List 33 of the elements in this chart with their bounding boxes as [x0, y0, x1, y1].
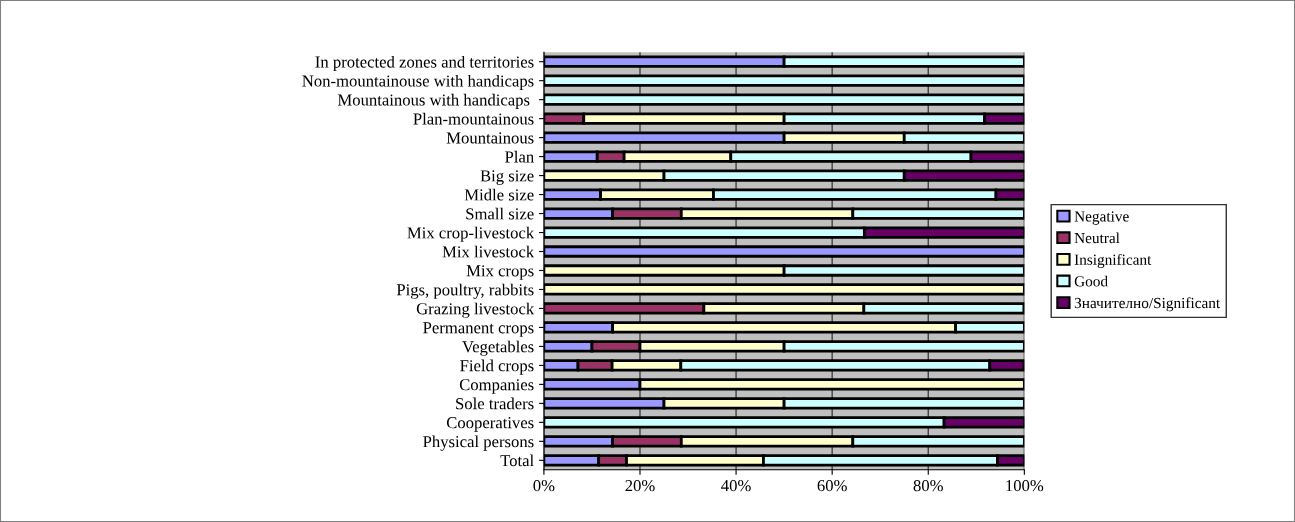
x-tick-label: 0%	[533, 480, 555, 492]
y-tick-label: Non-mountainouse with handicaps	[302, 74, 534, 90]
y-tick-label: Physical persons	[423, 435, 534, 451]
y-tick-label: Field crops	[460, 359, 534, 375]
y-tick-label: Permanent crops	[423, 322, 534, 337]
legend-label: Negative	[1074, 211, 1129, 225]
y-tick-label: Plan-mountainous	[413, 112, 534, 125]
legend-label: Good	[1074, 275, 1108, 287]
y-tick-label: Mix crop-livestock	[407, 226, 535, 242]
y-tick-label: Sole traders	[456, 397, 534, 410]
x-tick-label: 40%	[721, 480, 751, 492]
y-tick-label: Pigs, poultry, rabbits	[396, 283, 534, 299]
legend-label: Neutral	[1074, 232, 1120, 244]
y-tick-label: Small size	[466, 207, 534, 220]
y-tick-label: Big size	[480, 170, 534, 185]
y-tick-label: Vegetables	[462, 340, 534, 356]
y-tick-label: Total	[500, 454, 534, 467]
y-tick-label: Mountainous with handicaps	[337, 93, 530, 109]
legend-label: Insignificant	[1074, 253, 1152, 268]
x-tick-label: 80%	[913, 480, 943, 492]
y-tick-label: Companies	[459, 379, 534, 394]
y-tick-label: Midle size	[464, 188, 534, 201]
y-tick-label: Plan	[505, 150, 534, 163]
x-tick-label: 20%	[625, 480, 655, 492]
y-tick-label: Mountainous	[446, 132, 534, 144]
y-tick-label: Mix crops	[466, 265, 534, 280]
y-tick-label: In protected zones and territories	[315, 55, 534, 72]
x-tick-label: 60%	[817, 480, 847, 492]
x-tick-label: 100%	[1006, 480, 1044, 492]
y-tick-label: Grazing livestock	[416, 302, 535, 318]
y-tick-label: Mix livestock	[442, 245, 535, 258]
y-tick-label: Cooperatives	[446, 417, 534, 432]
legend-label: Значително/Significant	[1074, 297, 1221, 312]
